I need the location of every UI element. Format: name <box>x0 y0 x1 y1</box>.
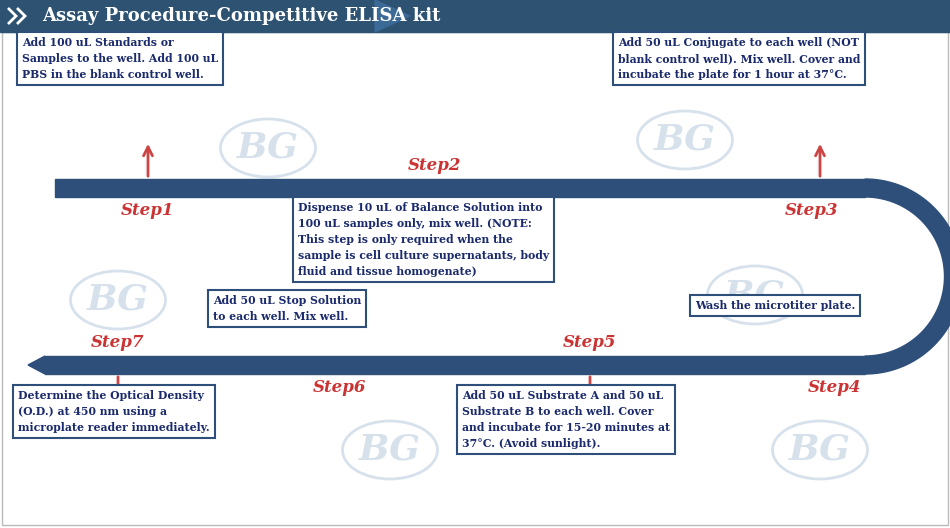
Bar <box>45 356 865 374</box>
Text: Step4: Step4 <box>808 379 862 396</box>
Text: BG: BG <box>654 123 716 157</box>
Text: Add 50 uL Substrate A and 50 uL
Substrate B to each well. Cover
and incubate for: Add 50 uL Substrate A and 50 uL Substrat… <box>462 390 670 449</box>
Text: Add 100 uL Standards or
Samples to the well. Add 100 uL
PBS in the blank control: Add 100 uL Standards or Samples to the w… <box>22 37 218 80</box>
Text: Assay Procedure-Competitive ELISA kit: Assay Procedure-Competitive ELISA kit <box>42 7 441 25</box>
Text: BG: BG <box>789 433 851 467</box>
Polygon shape <box>375 0 410 32</box>
Bar <box>0 0 950 32</box>
Text: Step2: Step2 <box>408 157 462 174</box>
Text: Step5: Step5 <box>563 334 617 351</box>
Text: Dispense 10 uL of Balance Solution into
100 uL samples only, mix well. (NOTE:
Th: Dispense 10 uL of Balance Solution into … <box>298 202 549 277</box>
Polygon shape <box>28 356 45 374</box>
Text: Step6: Step6 <box>314 379 367 396</box>
Text: BG: BG <box>237 131 299 165</box>
Bar <box>55 179 865 197</box>
Polygon shape <box>865 179 950 374</box>
Text: Step7: Step7 <box>91 334 144 351</box>
Text: Determine the Optical Density
(O.D.) at 450 nm using a
microplate reader immedia: Determine the Optical Density (O.D.) at … <box>18 390 210 433</box>
Text: Step3: Step3 <box>786 202 839 219</box>
Text: Add 50 uL Conjugate to each well (NOT
blank control well). Mix well. Cover and
i: Add 50 uL Conjugate to each well (NOT bl… <box>618 37 861 80</box>
Text: Step1: Step1 <box>122 202 175 219</box>
Text: Wash the microtiter plate.: Wash the microtiter plate. <box>695 300 855 311</box>
Text: BG: BG <box>724 278 786 312</box>
Text: Add 50 uL Stop Solution
to each well. Mix well.: Add 50 uL Stop Solution to each well. Mi… <box>213 295 361 322</box>
Text: BG: BG <box>359 433 421 467</box>
Text: BG: BG <box>87 283 149 317</box>
